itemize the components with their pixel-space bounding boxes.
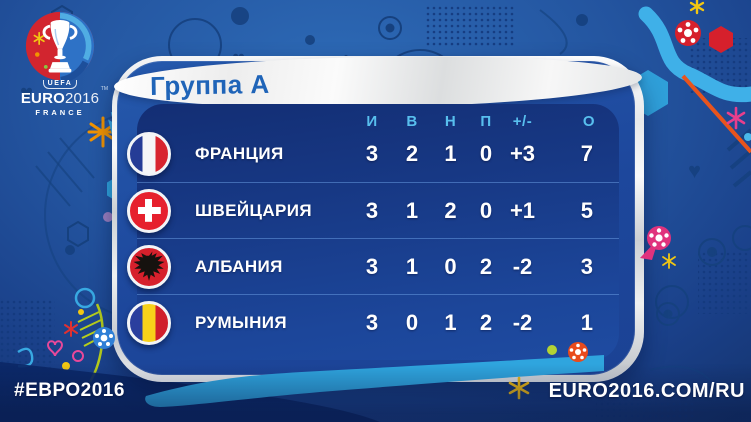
hashtag-text: #ЕВРО2016	[14, 380, 125, 401]
stat-goal-diff: +1	[509, 197, 536, 223]
logo-wordmark: EURO 2016	[21, 90, 99, 107]
stat-drawn: 2	[444, 197, 457, 223]
romania-flag-icon	[127, 300, 171, 345]
red-ball-icon	[675, 20, 701, 46]
logo-year-text: 2016	[64, 90, 100, 107]
table-header-row: И В Н П +/- О	[137, 108, 619, 134]
table-row-romania: РУМЫНИЯ 3 0 1 2 -2 1	[127, 294, 619, 350]
stat-played: 3	[365, 253, 379, 279]
uefa-shield: UEFA	[42, 80, 78, 89]
standings-table: И В Н П +/- О ФРАНЦИЯ 3 2 1 0 +3 7 ШВЕЙЦ…	[127, 104, 619, 360]
table-rows: ФРАНЦИЯ 3 2 1 0 +3 7 ШВЕЙЦАРИЯ 3 1 2 0 +…	[127, 126, 619, 350]
stat-goal-diff: -2	[512, 253, 533, 279]
stat-played: 3	[365, 197, 379, 223]
website-url-text: EURO2016.COM/RU	[548, 380, 745, 402]
stat-won: 2	[405, 141, 419, 166]
albania-eagle	[133, 250, 165, 281]
stat-drawn: 0	[444, 253, 457, 279]
stat-played: 3	[365, 141, 379, 166]
stat-played: 3	[365, 309, 379, 335]
col-header-played: И	[366, 112, 378, 130]
pink-ball-icon	[640, 226, 671, 260]
stat-won: 1	[405, 253, 419, 279]
switzerland-flag-icon	[127, 188, 171, 233]
trademark-label: TM	[100, 86, 108, 92]
logo-euro-text: EURO	[20, 90, 65, 107]
trophy-badge	[25, 11, 95, 82]
col-header-drawn: Н	[444, 112, 457, 130]
col-header-won: В	[406, 112, 418, 130]
stat-points: 1	[580, 309, 593, 335]
stat-lost: 2	[479, 253, 493, 279]
table-row-albania: АЛБАНИЯ 3 1 0 2 -2 3	[127, 238, 619, 294]
team-name: АЛБАНИЯ	[195, 256, 283, 276]
euro2016-logo: TM UEFA EURO 2016 FRANCE	[6, 10, 114, 117]
stat-lost: 0	[479, 141, 493, 166]
stat-won: 1	[405, 197, 419, 223]
col-header-points: О	[582, 112, 595, 130]
team-name: ШВЕЙЦАРИЯ	[195, 200, 312, 220]
stat-lost: 0	[479, 197, 493, 223]
col-header-lost: П	[480, 112, 492, 130]
group-title: Группа А	[149, 68, 270, 101]
stat-points: 5	[580, 197, 593, 223]
stat-drawn: 1	[444, 309, 457, 335]
stat-goal-diff: -2	[512, 309, 533, 335]
albania-flag-icon	[127, 244, 171, 289]
logo-country-text: FRANCE	[35, 108, 85, 117]
team-name: ФРАНЦИЯ	[195, 144, 284, 163]
france-flag-icon	[127, 132, 171, 176]
svg-text:♥: ♥	[688, 158, 701, 183]
stat-drawn: 1	[444, 141, 457, 166]
table-row-france: ФРАНЦИЯ 3 2 1 0 +3 7	[127, 126, 619, 182]
stat-won: 0	[405, 309, 419, 335]
team-name: РУМЫНИЯ	[195, 312, 288, 332]
stat-lost: 2	[479, 309, 493, 335]
col-header-goal-diff: +/-	[512, 112, 533, 130]
stat-points: 7	[580, 141, 593, 166]
stat-goal-diff: +3	[509, 141, 536, 166]
stat-points: 3	[580, 253, 593, 279]
table-row-switzerland: ШВЕЙЦАРИЯ 3 1 2 0 +1 5	[127, 182, 619, 238]
